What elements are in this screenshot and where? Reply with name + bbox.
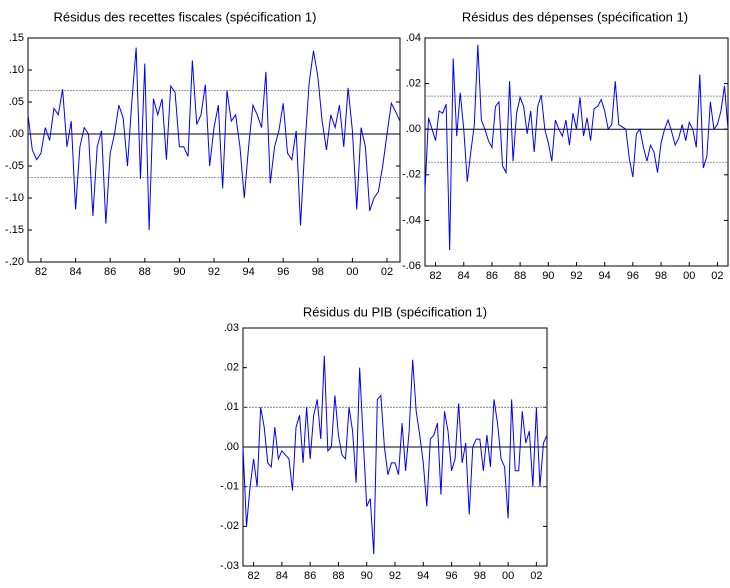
x-tick-label: 94 <box>242 266 254 278</box>
x-tick-label: 92 <box>389 570 401 582</box>
plot-frame <box>27 37 401 263</box>
y-tick-label: .04 <box>406 32 421 44</box>
chart-title: Résidus des dépenses (spécification 1) <box>462 9 688 24</box>
x-tick-label: 88 <box>332 570 344 582</box>
y-tick-label: .02 <box>406 78 421 90</box>
y-tick-label: -.20 <box>5 256 24 268</box>
x-tick-label: 92 <box>570 270 582 282</box>
x-tick-label: 98 <box>655 270 667 282</box>
y-tick-label: .01 <box>224 401 239 413</box>
x-tick-label: 02 <box>381 266 393 278</box>
x-tick-label: 86 <box>486 270 498 282</box>
y-tick-label: -.02 <box>220 520 239 532</box>
x-tick-label: 00 <box>346 266 358 278</box>
y-tick-label: -.02 <box>402 169 421 181</box>
y-tick-label: .15 <box>9 32 24 44</box>
x-tick-label: 92 <box>208 266 220 278</box>
x-tick-label: 98 <box>474 570 486 582</box>
data-line <box>27 47 401 231</box>
data-line <box>424 44 729 251</box>
y-tick-label: -.10 <box>5 192 24 204</box>
x-tick-label: 00 <box>502 570 514 582</box>
chart-title: Résidus du PIB (spécification 1) <box>303 304 487 319</box>
x-tick-label: 84 <box>276 570 288 582</box>
x-tick-label: 86 <box>104 266 116 278</box>
x-tick-label: 90 <box>361 570 373 582</box>
x-tick-label: 88 <box>514 270 526 282</box>
y-tick-label: -.05 <box>5 160 24 172</box>
x-tick-label: 02 <box>530 570 542 582</box>
y-tick-label: .10 <box>9 64 24 76</box>
x-tick-label: 90 <box>542 270 554 282</box>
y-tick-label: .05 <box>9 96 24 108</box>
x-tick-label: 96 <box>277 266 289 278</box>
x-tick-label: 94 <box>417 570 429 582</box>
x-tick-label: 90 <box>173 266 185 278</box>
x-tick-label: 86 <box>304 570 316 582</box>
y-tick-label: .00 <box>406 123 421 135</box>
x-tick-label: 96 <box>627 270 639 282</box>
x-tick-label: 82 <box>429 270 441 282</box>
data-line <box>242 355 548 555</box>
x-tick-label: 84 <box>69 266 81 278</box>
x-tick-label: 98 <box>312 266 324 278</box>
y-tick-label: -.06 <box>402 260 421 272</box>
x-tick-label: 84 <box>458 270 470 282</box>
x-tick-label: 00 <box>683 270 695 282</box>
y-tick-label: -.01 <box>220 481 239 493</box>
y-tick-label: .00 <box>9 128 24 140</box>
y-tick-label: .00 <box>224 441 239 453</box>
y-tick-label: -.15 <box>5 224 24 236</box>
x-tick-label: 88 <box>139 266 151 278</box>
x-tick-label: 02 <box>711 270 723 282</box>
y-tick-label: .03 <box>224 322 239 334</box>
y-tick-label: .02 <box>224 362 239 374</box>
y-tick-label: -.04 <box>402 214 421 226</box>
x-tick-label: 82 <box>35 266 47 278</box>
x-tick-label: 94 <box>599 270 611 282</box>
x-tick-label: 82 <box>247 570 259 582</box>
chart-title: Résidus des recettes fiscales (spécifica… <box>53 9 316 24</box>
y-tick-label: -.03 <box>220 560 239 572</box>
x-tick-label: 96 <box>445 570 457 582</box>
